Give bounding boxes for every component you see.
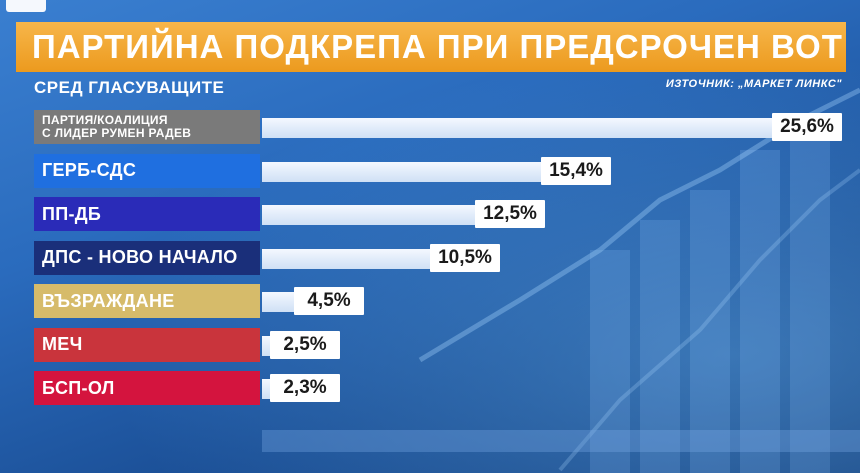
bar-row: БСП-ОЛ 2,3% [0, 371, 860, 405]
channel-logo [6, 0, 46, 12]
bar-category-label: МЕЧ [34, 327, 260, 362]
bar-category-label: ДПС - НОВО НАЧАЛО [34, 240, 260, 275]
bar-value-label: 25,6% [772, 113, 842, 141]
bar-value-label: 12,5% [475, 200, 545, 228]
bar-category-label: ГЕРБ-СДС [34, 153, 260, 188]
bar-category-label-line: ПАРТИЯ/КОАЛИЦИЯ [42, 113, 168, 127]
bar-row: ВЪЗРАЖДАНЕ 4,5% [0, 284, 860, 318]
bar-row: ДПС - НОВО НАЧАЛО 10,5% [0, 240, 860, 275]
bar-category-label-line: С ЛИДЕР РУМЕН РАДЕВ [42, 126, 192, 140]
bar-value-label: 4,5% [294, 287, 364, 315]
chart-title: ПАРТИЙНА ПОДКРЕПА ПРИ ПРЕДСРОЧЕН ВОТ [32, 28, 843, 65]
chart-subtitle: СРЕД ГЛАСУВАЩИТЕ [34, 78, 225, 97]
bar-category-label: БСП-ОЛ [34, 371, 260, 405]
bar [262, 205, 545, 225]
bar [262, 161, 611, 182]
bar-row: ПП-ДБ 12,5% [0, 197, 860, 231]
bar-row: МЕЧ 2,5% [0, 327, 860, 362]
bar-value-label: 2,3% [270, 374, 340, 402]
bar-value-label: 10,5% [430, 243, 500, 272]
title-bar: ПАРТИЙНА ПОДКРЕПА ПРИ ПРЕДСРОЧЕН ВОТ [16, 22, 846, 72]
bar-row: ГЕРБ-СДС 15,4% [0, 153, 860, 188]
bar-category-label: ПАРТИЯ/КОАЛИЦИЯ С ЛИДЕР РУМЕН РАДЕВ [34, 110, 260, 144]
bar-value-label: 15,4% [541, 156, 611, 185]
source-note: ИЗТОЧНИК: „МАРКЕТ ЛИНКС" [665, 78, 842, 90]
bar-row: ПАРТИЯ/КОАЛИЦИЯ С ЛИДЕР РУМЕН РАДЕВ 25,6% [0, 110, 860, 144]
bar-value-label: 2,5% [270, 330, 340, 359]
bar [262, 118, 842, 138]
bar-category-label: ПП-ДБ [34, 197, 260, 231]
bar-category-label: ВЪЗРАЖДАНЕ [34, 284, 260, 318]
bottom-track [262, 430, 860, 452]
